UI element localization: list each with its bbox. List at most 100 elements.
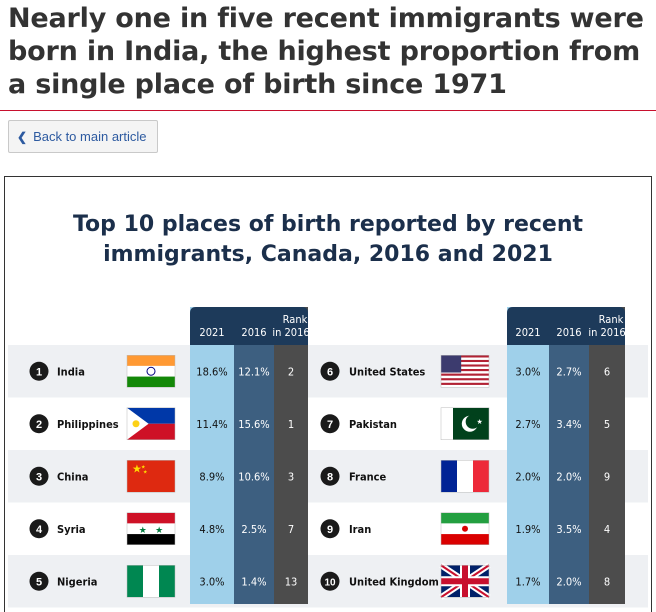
column-header-rank-line1: Rank (283, 313, 308, 326)
flag-border (126, 460, 176, 493)
country-name: China (57, 470, 88, 483)
rank-number: 7 (327, 419, 333, 431)
country-name: India (57, 365, 85, 378)
rank-2016: 9 (604, 470, 610, 483)
col-2021-bg-left (190, 307, 234, 604)
flag-part (473, 460, 489, 493)
flag-border (440, 565, 490, 598)
rank-badge (320, 361, 340, 381)
flag-part (441, 362, 489, 365)
country-name: Iran (349, 523, 371, 536)
rank-badge (320, 519, 340, 539)
rank-badge (29, 571, 49, 591)
rank-2016: 2 (288, 365, 294, 378)
value-2021: 1.9% (515, 523, 540, 536)
table-row: 2 Philippines 11.4% 15.6% 1 (29, 407, 294, 440)
flag-part (441, 355, 462, 373)
col-rank-bg-right (589, 307, 625, 604)
value-2016: 1.4% (241, 575, 266, 588)
table-row: 9 Iran 1.9% 3.5% 4 (320, 512, 610, 545)
flag-part (441, 407, 453, 440)
table-row: 5 Nigeria 3.0% 1.4% 13 (29, 565, 297, 598)
value-2021: 1.7% (515, 575, 540, 588)
flag-part (143, 565, 159, 598)
flag-border (126, 512, 176, 545)
flag-part (441, 371, 489, 374)
rank-number: 5 (36, 576, 42, 588)
rank-badge (29, 519, 49, 539)
rank-2016: 7 (288, 523, 294, 536)
flag-part (127, 523, 175, 535)
nigeria-flag (126, 565, 176, 598)
page-headline: Nearly one in five recent immigrants wer… (8, 3, 644, 100)
back-to-article-button[interactable]: ❮ Back to main article (8, 120, 158, 153)
country-name: France (349, 470, 387, 483)
flag-border (440, 355, 490, 388)
table-row: 10 United Kingdom 1.7% 2.0% 8 (320, 562, 610, 600)
flag-part (441, 373, 489, 376)
rank-2016: 5 (604, 418, 610, 431)
flag-part (127, 460, 175, 493)
rank-2016: 8 (604, 575, 610, 588)
column-header-2021: 2021 (515, 326, 540, 339)
usa-flag (440, 355, 490, 388)
col-2016-bg-right (549, 307, 589, 604)
table-row: 8 France 2.0% 2.0% 9 (320, 460, 610, 493)
table-row: 7 Pakistan ★ 2.7% 3.4% 5 (320, 407, 610, 440)
flag-part (127, 534, 175, 545)
philippines-flag (126, 407, 176, 440)
star: ★ (155, 525, 163, 535)
flag-part (127, 512, 175, 524)
value-2016: 2.5% (241, 523, 266, 536)
rank-number: 3 (36, 471, 42, 483)
star: ★ (141, 464, 146, 470)
value-2016: 3.4% (556, 418, 581, 431)
rank-2016: 4 (604, 523, 610, 536)
iran-flag (440, 512, 490, 545)
column-header-band-right (507, 307, 625, 345)
india-flag (126, 355, 176, 388)
flag-part (441, 384, 489, 388)
flag-part (441, 357, 489, 360)
col-2021-bg-right (507, 307, 549, 604)
rank-badge (320, 466, 340, 486)
flag-part (441, 366, 489, 369)
rank-badge (320, 414, 340, 434)
flag-part (441, 368, 489, 372)
flag-part (159, 565, 175, 598)
flag-part (457, 460, 473, 493)
rank-badge (320, 571, 340, 591)
value-2021: 2.7% (515, 418, 540, 431)
value-2016: 3.5% (556, 523, 581, 536)
flag-border (440, 407, 490, 440)
col-2016-bg-left (234, 307, 274, 604)
flag-part (441, 460, 457, 493)
rank-number: 2 (36, 419, 42, 431)
flag-border (440, 512, 490, 545)
rank-number: 1 (36, 366, 42, 378)
value-2021: 3.0% (199, 575, 224, 588)
france-flag (440, 460, 490, 493)
flag-border (126, 565, 176, 598)
value-2016: 15.6% (238, 418, 269, 431)
flag-part (441, 578, 489, 585)
rank-badge (29, 414, 49, 434)
country-name: United Kingdom (349, 575, 439, 588)
table-row: 4 Syria ★ ★ 4.8% 2.5% 7 (29, 512, 294, 545)
flag-part (127, 376, 175, 388)
flag-part (127, 565, 143, 598)
value-2021: 18.6% (196, 365, 227, 378)
value-2021: 3.0% (515, 365, 540, 378)
flag-part (127, 355, 175, 366)
rank-number: 6 (327, 366, 333, 378)
column-header-rank-line1: Rank (599, 313, 624, 326)
column-header-rank-line2: in 2016 (272, 326, 309, 339)
column-header-band-left (190, 307, 308, 345)
value-2016: 12.1% (238, 365, 269, 378)
rank-2016: 6 (604, 365, 610, 378)
rank-number: 9 (327, 524, 333, 536)
value-2021: 4.8% (199, 523, 224, 536)
table-row: 3 China ★ ★★ 8.9% 10.6% 3 (29, 460, 294, 493)
column-header-2016: 2016 (241, 326, 266, 339)
